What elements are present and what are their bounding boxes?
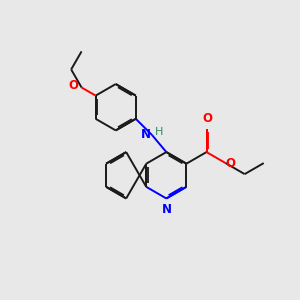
Text: N: N xyxy=(162,203,172,216)
Text: O: O xyxy=(225,157,235,169)
Text: H: H xyxy=(154,127,163,137)
Text: O: O xyxy=(69,79,79,92)
Text: O: O xyxy=(202,112,212,125)
Text: N: N xyxy=(141,128,151,141)
